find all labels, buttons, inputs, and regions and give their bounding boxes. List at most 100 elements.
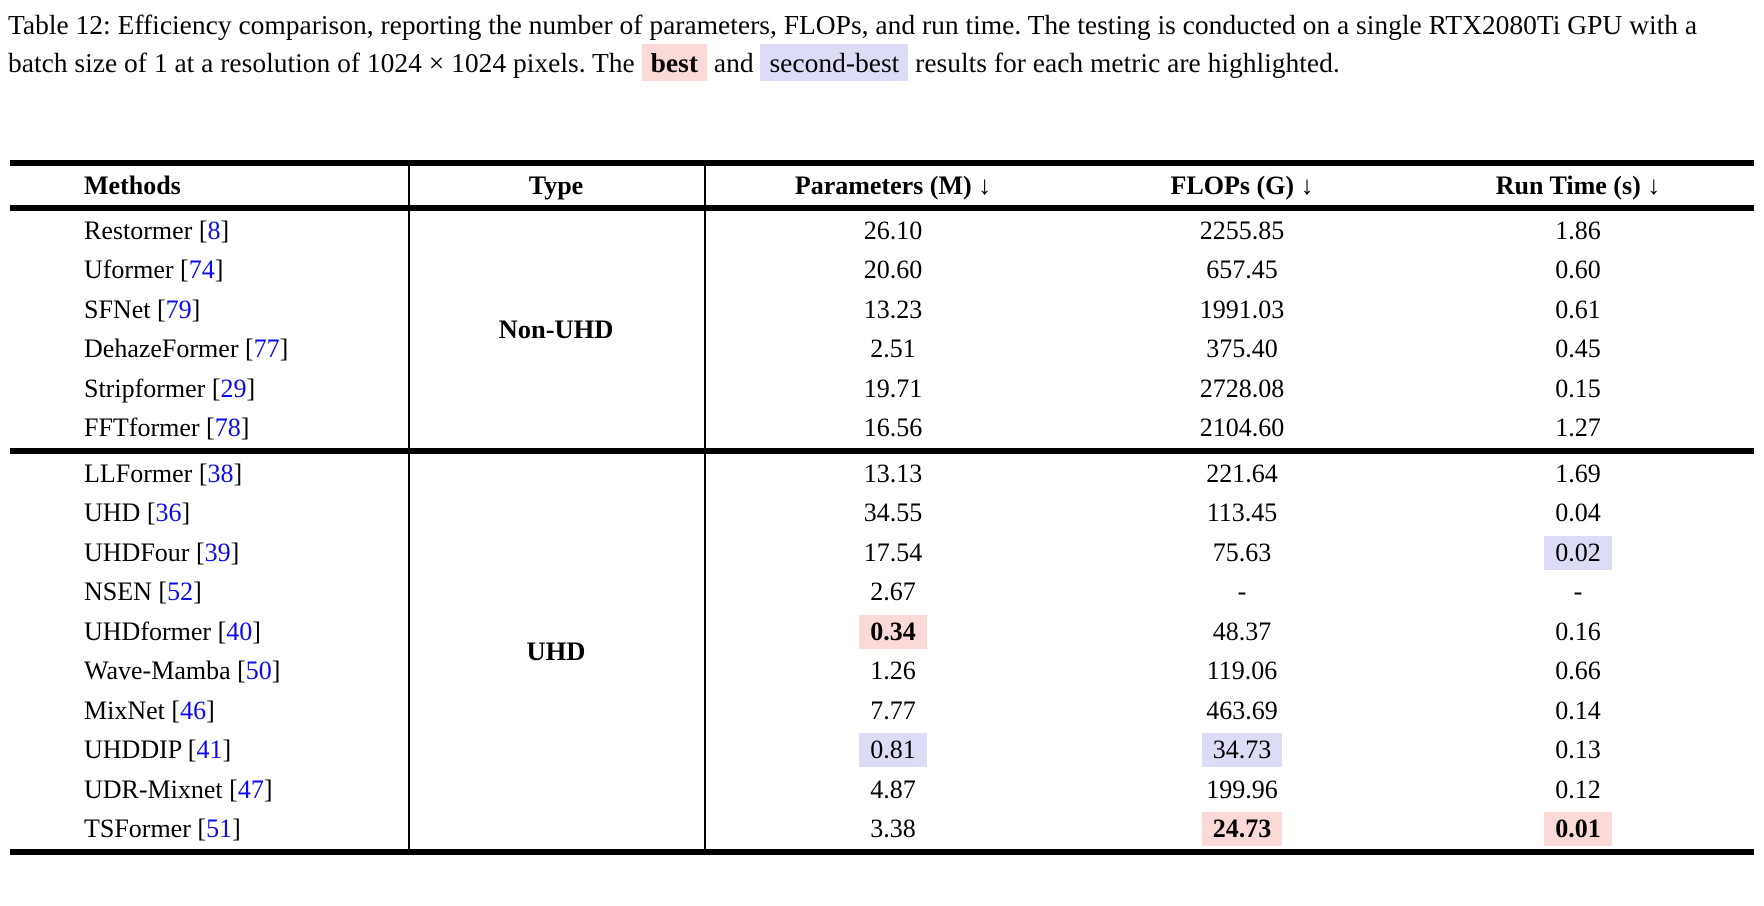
params-cell: 17.54 <box>863 537 923 567</box>
method-cell: DehazeFormer [77] <box>10 334 408 364</box>
runtime-cell: 0.13 <box>1555 735 1601 765</box>
table-row: LLFormer [38] 13.13 221.64 1.69 <box>10 454 1754 494</box>
citation-link[interactable]: 47 <box>237 774 264 804</box>
citation-bracket: ] <box>214 255 224 285</box>
citation-bracket: [ <box>192 458 208 488</box>
citation-link[interactable]: 51 <box>206 814 233 844</box>
citation-link[interactable]: 74 <box>188 255 215 285</box>
method-cell: TSFormer [51] <box>10 814 408 844</box>
column-header: Run Time (s) ↓ <box>1495 170 1661 200</box>
method-cell: UHD [36] <box>10 498 408 528</box>
runtime-cell: 1.86 <box>1555 215 1601 245</box>
runtime-cell: 0.14 <box>1555 695 1601 725</box>
citation-link[interactable]: 29 <box>220 373 247 403</box>
citation-link[interactable]: 78 <box>214 413 241 443</box>
vertical-divider-type-params <box>704 160 706 855</box>
citation-bracket: ] <box>246 373 256 403</box>
citation-link[interactable]: 36 <box>155 498 182 528</box>
caption-text: and <box>707 47 761 78</box>
citation-link[interactable]: 50 <box>245 656 272 686</box>
method-name: UHDFour <box>84 537 190 567</box>
params-cell: 26.10 <box>863 215 923 245</box>
runtime-cell: 0.60 <box>1555 255 1601 285</box>
method-cell: Wave-Mamba [50] <box>10 656 408 686</box>
citation-bracket: [ <box>205 373 221 403</box>
params-cell: 0.34 <box>704 614 1082 649</box>
citation-link[interactable]: 41 <box>196 735 223 765</box>
citation-bracket: [ <box>150 294 166 324</box>
flops-cell-highlight-best: 24.73 <box>1201 812 1283 847</box>
column-header: Methods <box>84 170 181 200</box>
runtime-cell: 0.01 <box>1402 812 1754 847</box>
table-row: UHDformer [40] 0.34 48.37 0.16 <box>10 612 1754 652</box>
citation-bracket: ] <box>252 616 261 646</box>
method-name: TSFormer <box>84 814 191 844</box>
citation-link[interactable]: 52 <box>167 577 194 607</box>
table-row: UHD [36] 34.55 113.45 0.04 <box>10 494 1754 534</box>
method-cell: FFTformer [78] <box>10 413 408 443</box>
method-name: FFTformer <box>84 413 200 443</box>
citation-link[interactable]: 77 <box>253 334 280 364</box>
table-row: UDR-Mixnet [47] 4.87 199.96 0.12 <box>10 770 1754 810</box>
flops-cell-highlight-second: 34.73 <box>1201 733 1283 768</box>
citation-link[interactable]: 8 <box>207 215 221 245</box>
table-row: Wave-Mamba [50] 1.26 119.06 0.66 <box>10 652 1754 692</box>
citation-link[interactable]: 39 <box>204 537 231 567</box>
method-cell: MixNet [46] <box>10 696 408 726</box>
flops-cell: 2255.85 <box>1199 215 1285 245</box>
citation-bracket: [ <box>173 255 189 285</box>
citation-bracket: [ <box>192 215 208 245</box>
runtime-cell: 1.69 <box>1555 458 1601 488</box>
flops-cell: 375.40 <box>1206 334 1278 364</box>
table-row: UHDFour [39] 17.54 75.63 0.02 <box>10 533 1754 573</box>
method-name: Wave-Mamba <box>84 656 231 686</box>
citation-link[interactable]: 79 <box>165 294 192 324</box>
table-mid-rule <box>10 448 1754 454</box>
efficiency-table: Methods Type Parameters (M) ↓ FLOPs (G) ↓ Ru… <box>10 160 1754 855</box>
method-cell: SFNet [79] <box>10 295 408 325</box>
column-header: Parameters (M) ↓ <box>794 170 992 200</box>
flops-cell: 48.37 <box>1212 616 1272 646</box>
citation-bracket: [ <box>140 498 156 528</box>
params-cell: 0.81 <box>704 733 1082 768</box>
method-name: Restormer <box>84 215 193 245</box>
table-group-non-uhd: Restormer [8] 26.10 2255.85 1.86 Uformer [74… <box>10 211 1754 448</box>
method-cell: NSEN [52] <box>10 577 408 607</box>
params-cell: 20.60 <box>863 255 923 285</box>
runtime-cell: 0.61 <box>1555 294 1601 324</box>
runtime-cell: 0.12 <box>1555 774 1601 804</box>
runtime-cell: 0.16 <box>1555 616 1601 646</box>
method-name: UDR-Mixnet <box>84 774 223 804</box>
params-cell: 13.23 <box>863 294 923 324</box>
citation-bracket: ] <box>220 215 230 245</box>
runtime-cell: 1.27 <box>1555 413 1601 443</box>
caption-text: Table 12: Efficiency comparison, reporti… <box>8 9 1698 78</box>
params-cell-highlight-best: 0.34 <box>859 614 927 649</box>
citation-bracket: ] <box>240 413 250 443</box>
table-header-rule <box>10 205 1754 211</box>
citation-link[interactable]: 46 <box>180 695 207 725</box>
flops-cell: 1991.03 <box>1199 294 1285 324</box>
runtime-cell: 0.66 <box>1555 656 1601 686</box>
caption-text: results for each metric are highlighted. <box>908 47 1340 78</box>
citation-bracket: ] <box>233 458 243 488</box>
runtime-cell: 0.02 <box>1402 535 1754 570</box>
caption-highlight-second: second-best <box>760 44 909 81</box>
column-header: Type <box>528 170 584 200</box>
citation-bracket: [ <box>164 695 181 725</box>
method-cell: Restormer [8] <box>10 216 408 246</box>
flops-cell: 113.45 <box>1206 498 1278 528</box>
flops-cell: 2728.08 <box>1199 373 1285 403</box>
flops-cell: 657.45 <box>1206 255 1278 285</box>
table-row: FFTformer [78] 16.56 2104.60 1.27 <box>10 409 1754 449</box>
citation-bracket: [ <box>190 814 207 844</box>
params-cell: 3.38 <box>870 814 916 844</box>
params-cell: 7.77 <box>870 695 916 725</box>
params-cell: 2.51 <box>870 334 916 364</box>
citation-bracket: ] <box>279 334 289 364</box>
table-row: Uformer [74] 20.60 657.45 0.60 <box>10 251 1754 291</box>
method-name: MixNet <box>84 695 165 725</box>
citation-link[interactable]: 38 <box>207 458 234 488</box>
table-row: Restormer [8] 26.10 2255.85 1.86 <box>10 211 1754 251</box>
citation-link[interactable]: 40 <box>226 616 253 646</box>
